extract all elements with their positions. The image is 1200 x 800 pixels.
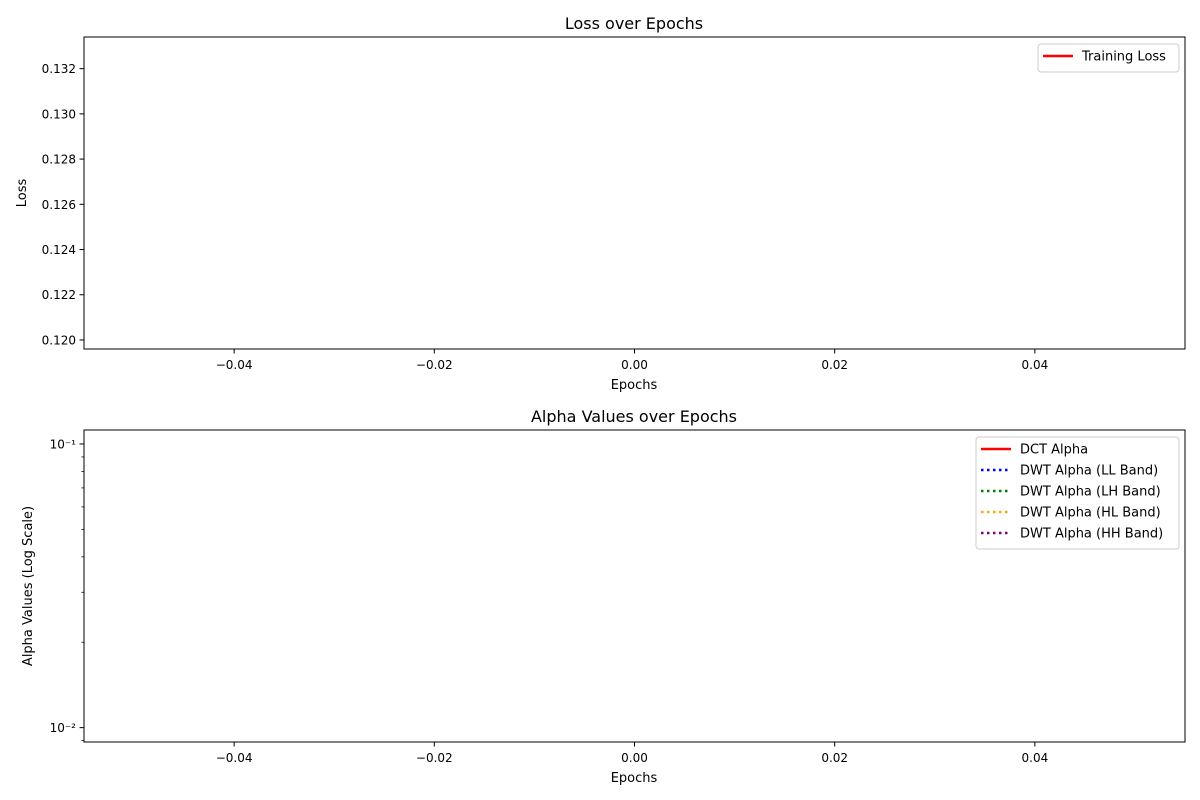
loss-y-tick-label: 0.128 <box>42 153 76 167</box>
alpha-x-tick-label: 0.04 <box>1022 751 1049 765</box>
loss-y-axis-label: Loss <box>15 179 30 208</box>
alpha-y-axis-label: Alpha Values (Log Scale) <box>21 506 36 666</box>
alpha-x-ticks: −0.04 −0.02 0.00 0.02 0.04 <box>216 742 1048 765</box>
alpha-chart: Alpha Values over Epochs −0.04 −0.02 0.00 0… <box>21 407 1186 786</box>
loss-x-tick-label: 0.04 <box>1022 358 1049 372</box>
alpha-legend-label: DWT Alpha (LH Band) <box>1020 485 1161 500</box>
loss-x-axis-label: Epochs <box>611 378 658 393</box>
loss-x-tick-label: 0.00 <box>621 358 648 372</box>
alpha-legend: DCT Alpha DWT Alpha (LL Band) DWT Alpha (L… <box>975 436 1180 550</box>
alpha-chart-title: Alpha Values over Epochs <box>531 407 737 426</box>
alpha-legend-label: DWT Alpha (LL Band) <box>1020 464 1158 479</box>
loss-x-tick-label: −0.04 <box>216 358 253 372</box>
alpha-y-ticks: 10⁻² 10⁻¹ <box>50 437 84 742</box>
loss-plot-area <box>83 36 1186 350</box>
loss-legend: Training Loss <box>1037 43 1180 73</box>
loss-y-tick-label: 0.132 <box>42 62 76 76</box>
alpha-x-tick-label: 0.00 <box>621 751 648 765</box>
loss-x-tick-label: −0.02 <box>416 358 453 372</box>
alpha-y-tick-label: 10⁻¹ <box>50 437 77 451</box>
loss-y-tick-label: 0.120 <box>42 333 76 347</box>
loss-y-ticks: 0.120 0.122 0.124 0.126 0.128 0.130 0.132 <box>42 62 84 347</box>
alpha-legend-label: DWT Alpha (HH Band) <box>1020 527 1163 542</box>
alpha-legend-label: DCT Alpha <box>1020 443 1088 458</box>
loss-x-tick-label: 0.02 <box>821 358 848 372</box>
alpha-x-tick-label: −0.04 <box>216 751 253 765</box>
alpha-legend-box <box>975 436 1180 550</box>
alpha-x-tick-label: 0.02 <box>821 751 848 765</box>
loss-y-tick-label: 0.126 <box>42 198 76 212</box>
loss-y-tick-label: 0.122 <box>42 288 76 302</box>
alpha-x-tick-label: −0.02 <box>416 751 453 765</box>
loss-x-ticks: −0.04 −0.02 0.00 0.02 0.04 <box>216 349 1048 372</box>
loss-legend-label: Training Loss <box>1081 50 1166 65</box>
loss-chart-title: Loss over Epochs <box>565 14 703 33</box>
loss-legend-box <box>1037 43 1180 73</box>
alpha-x-axis-label: Epochs <box>611 771 658 786</box>
alpha-y-tick-label: 10⁻² <box>50 721 77 735</box>
loss-y-tick-label: 0.130 <box>42 107 76 121</box>
loss-y-tick-label: 0.124 <box>42 243 76 257</box>
loss-chart: Loss over Epochs −0.04 −0.02 0.00 0.02 0.04 … <box>15 14 1186 393</box>
alpha-legend-label: DWT Alpha (HL Band) <box>1020 506 1161 521</box>
